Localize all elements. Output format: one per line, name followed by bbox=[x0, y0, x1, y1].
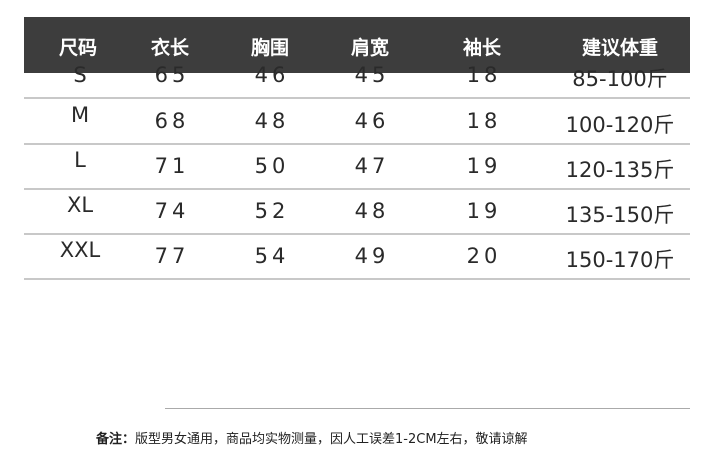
column-header: 胸围 bbox=[250, 37, 290, 59]
size-cell: L bbox=[74, 148, 86, 172]
table-cell: 20 bbox=[466, 244, 502, 268]
table-cell: 19 bbox=[466, 154, 502, 178]
column-header: 衣长 bbox=[150, 37, 190, 59]
footnote-label: 备注： bbox=[96, 432, 136, 447]
column-header: 尺码 bbox=[58, 37, 98, 59]
table-cell: 45 bbox=[354, 63, 390, 87]
table-cell: 18 bbox=[466, 109, 502, 133]
size-cell: M bbox=[70, 103, 90, 127]
table-cell: 47 bbox=[354, 154, 390, 178]
footnote: 备注：版型男女通用，商品均实物测量，因人工误差1-2CM左右，敬请谅解 bbox=[96, 428, 528, 447]
table-row: M 68 48 46 18 100-120斤 bbox=[24, 97, 690, 145]
table-header: 尺码 衣长 胸围 肩宽 袖长 建议体重 bbox=[24, 17, 690, 73]
table-cell: 74 bbox=[154, 199, 190, 223]
table-cell: 46 bbox=[254, 63, 290, 87]
column-header: 肩宽 bbox=[350, 37, 390, 59]
table-row: XXL 77 54 49 20 150-170斤 bbox=[24, 232, 690, 280]
table-cell: 52 bbox=[254, 199, 290, 223]
footnote-text: 版型男女通用，商品均实物测量，因人工误差1-2CM左右，敬请谅解 bbox=[135, 432, 528, 447]
size-cell: XL bbox=[66, 193, 94, 217]
table-cell: 68 bbox=[154, 109, 190, 133]
table-cell: 54 bbox=[254, 244, 290, 268]
table-cell: 48 bbox=[354, 199, 390, 223]
column-header: 建议体重 bbox=[581, 37, 659, 59]
table-cell: 71 bbox=[154, 154, 190, 178]
table-cell: 135-150斤 bbox=[565, 203, 675, 227]
table-cell: 65 bbox=[154, 63, 190, 87]
table-row: XL 74 52 48 19 135-150斤 bbox=[24, 187, 690, 235]
table-cell: 49 bbox=[354, 244, 390, 268]
table-cell: 100-120斤 bbox=[565, 113, 675, 137]
table-row: L 71 50 47 19 120-135斤 bbox=[24, 142, 690, 190]
table-cell: 120-135斤 bbox=[565, 158, 675, 182]
table-cell: 48 bbox=[254, 109, 290, 133]
table-cell: 150-170斤 bbox=[565, 248, 675, 272]
table-row: S 65 46 45 18 85-100斤 bbox=[24, 51, 690, 99]
table-cell: 18 bbox=[466, 63, 502, 87]
divider bbox=[165, 408, 690, 409]
size-cell: XXL bbox=[59, 238, 101, 262]
column-header: 袖长 bbox=[462, 37, 502, 59]
table-cell: 50 bbox=[254, 154, 290, 178]
table-cell: 77 bbox=[154, 244, 190, 268]
table-cell: 19 bbox=[466, 199, 502, 223]
table-cell: 46 bbox=[354, 109, 390, 133]
table-cell: 85-100斤 bbox=[572, 67, 668, 91]
size-cell: S bbox=[73, 63, 87, 87]
